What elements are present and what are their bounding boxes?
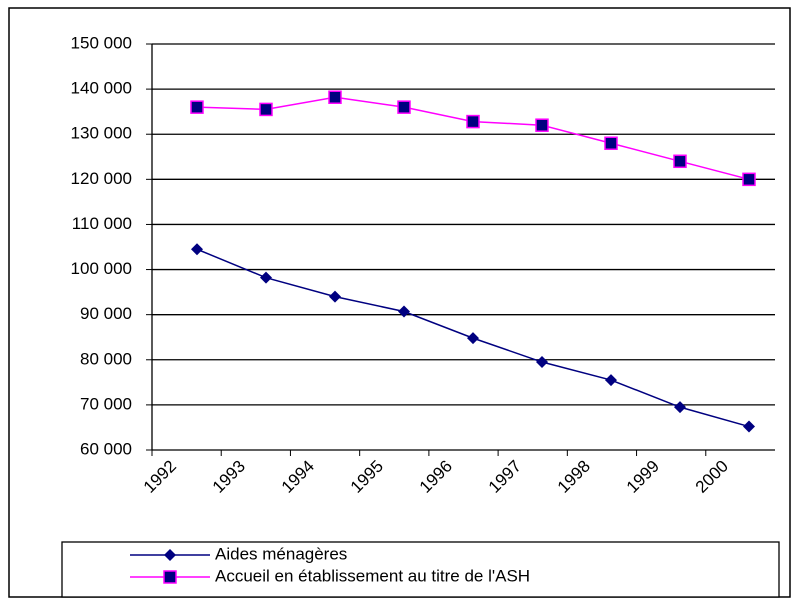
marker <box>742 172 756 187</box>
marker <box>674 401 686 414</box>
y-tick-label: 60 000 <box>80 439 132 458</box>
legend-label: Aides ménagères <box>215 544 347 563</box>
marker <box>536 356 548 369</box>
marker <box>191 243 203 256</box>
marker <box>535 118 549 132</box>
legend-label: Accueil en établissement au titre de l'A… <box>215 566 530 585</box>
marker <box>743 420 755 433</box>
marker <box>190 100 204 114</box>
marker <box>259 102 273 117</box>
marker <box>260 271 272 284</box>
y-tick-label: 70 000 <box>80 394 132 413</box>
marker <box>329 290 341 303</box>
y-tick-label: 90 000 <box>80 304 132 323</box>
marker <box>604 136 618 150</box>
marker <box>673 154 687 169</box>
marker <box>466 114 480 129</box>
y-tick-label: 110 000 <box>72 214 132 233</box>
y-tick-label: 80 000 <box>80 349 132 368</box>
marker <box>328 90 342 104</box>
marker <box>605 374 617 387</box>
legend-box <box>61 541 780 598</box>
marker <box>397 100 411 114</box>
marker <box>163 570 177 584</box>
y-tick-label: 120 000 <box>71 169 132 188</box>
y-tick-label: 150 000 <box>71 33 132 52</box>
marker <box>467 332 479 345</box>
marker <box>398 305 410 318</box>
y-tick-label: 140 000 <box>71 79 132 98</box>
y-tick-label: 130 000 <box>71 124 132 143</box>
y-tick-label: 100 000 <box>71 259 132 278</box>
marker <box>164 549 176 561</box>
